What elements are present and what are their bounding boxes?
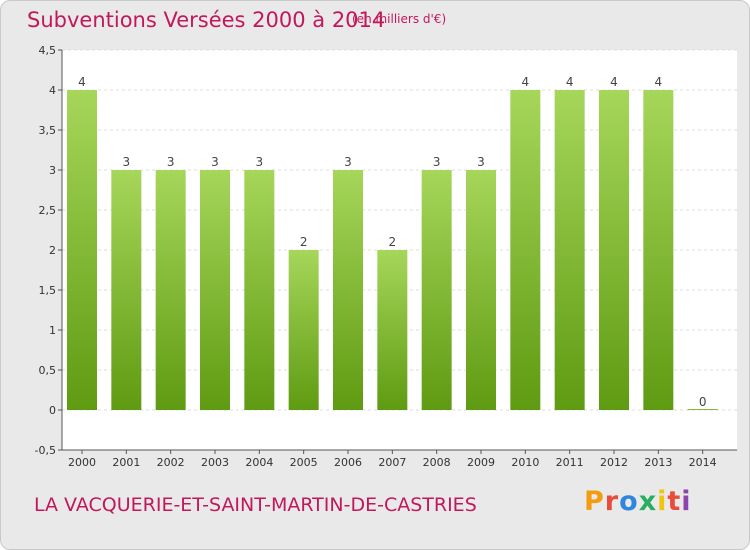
y-tick-label: 3,5 [39, 124, 57, 137]
y-tick-label: 1 [49, 324, 56, 337]
x-tick-label-2000: 2000 [68, 456, 96, 469]
bar-2003 [200, 170, 230, 410]
x-tick-label-2008: 2008 [423, 456, 451, 469]
proxiti-logo: Proxiti [584, 486, 692, 517]
data-label-2004: 3 [256, 155, 264, 169]
data-label-2002: 3 [167, 155, 175, 169]
commune-name: LA VACQUERIE-ET-SAINT-MARTIN-DE-CASTRIES [34, 494, 477, 516]
data-label-2010: 4 [522, 75, 530, 89]
bar-2014 [687, 409, 718, 410]
x-tick-label-2002: 2002 [157, 456, 185, 469]
data-label-2003: 3 [211, 155, 219, 169]
y-tick-label: 3 [49, 164, 56, 177]
bar-2002 [155, 170, 186, 410]
bar-2009 [466, 170, 496, 410]
bar-2011 [554, 90, 585, 410]
logo-letter: i [657, 486, 668, 517]
y-tick-label: 0 [49, 404, 56, 417]
data-label-2008: 3 [433, 155, 441, 169]
bar-2004 [244, 170, 275, 410]
bar-2007 [377, 250, 408, 410]
y-tick-label: 0,5 [39, 364, 57, 377]
logo-letter: o [619, 486, 639, 517]
logo-letter: t [667, 486, 682, 517]
x-axis: 2000 2001 2002 2003 2004 2005 2006 2007 2008 2009… [62, 449, 737, 469]
logo-letter: i [681, 486, 692, 517]
x-tick-label-2013: 2013 [644, 456, 672, 469]
y-tick-label: 2,5 [39, 204, 57, 217]
bar-2005 [288, 250, 319, 410]
logo-letter: x [638, 486, 658, 517]
x-tick-label-2005: 2005 [290, 456, 318, 469]
bar-2001 [111, 170, 142, 410]
bar-2006 [333, 170, 363, 410]
x-tick-label-2010: 2010 [511, 456, 539, 469]
x-tick-label-2012: 2012 [600, 456, 628, 469]
x-tick-label-2003: 2003 [201, 456, 229, 469]
bar-2000 [67, 90, 97, 410]
data-label-2014: 0 [699, 395, 707, 409]
y-tick-label: 2 [49, 244, 56, 257]
x-tick-label-2011: 2011 [556, 456, 584, 469]
x-tick-label-2007: 2007 [378, 456, 406, 469]
x-tick-label-2006: 2006 [334, 456, 362, 469]
y-tick-label: 1,5 [39, 284, 57, 297]
data-label-2001: 3 [123, 155, 131, 169]
bar-2010 [510, 90, 541, 410]
unit-note: (en milliers d'€) [352, 12, 447, 26]
data-label-2000: 4 [78, 75, 86, 89]
chart-title: Subventions Versées 2000 à 2014 [27, 8, 386, 32]
data-label-2009: 3 [477, 155, 485, 169]
data-label-2007: 2 [389, 235, 397, 249]
y-tick-label: 4,5 [39, 44, 57, 57]
x-tick-label-2001: 2001 [112, 456, 140, 469]
data-label-2013: 4 [655, 75, 663, 89]
y-tick-label: 4 [49, 84, 56, 97]
data-label-2011: 4 [566, 75, 574, 89]
data-label-2012: 4 [610, 75, 618, 89]
x-tick-label-2014: 2014 [689, 456, 717, 469]
data-label-2005: 2 [300, 235, 308, 249]
bars: 4 3 3 3 3 2 3 2 3 3 4 4 4 4 0 [67, 75, 718, 410]
x-tick-label-2009: 2009 [467, 456, 495, 469]
y-tick-label: -0,5 [35, 444, 56, 457]
data-label-2006: 3 [344, 155, 352, 169]
x-tick-label-2004: 2004 [245, 456, 273, 469]
y-axis: -0,5 0 0,5 1 1,5 2 2,5 3 3,5 4 4,5 [35, 44, 63, 457]
logo-letter: P [584, 486, 605, 517]
bar-2012 [599, 90, 629, 410]
logo-letter: r [604, 486, 620, 517]
bar-2013 [643, 90, 674, 410]
bar-2008 [421, 170, 452, 410]
